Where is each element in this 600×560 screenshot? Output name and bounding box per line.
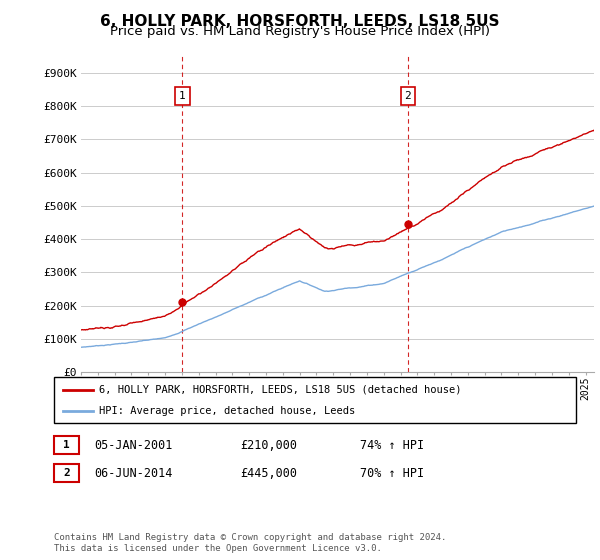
Text: 6, HOLLY PARK, HORSFORTH, LEEDS, LS18 5US (detached house): 6, HOLLY PARK, HORSFORTH, LEEDS, LS18 5U… (99, 385, 461, 395)
Text: Price paid vs. HM Land Registry's House Price Index (HPI): Price paid vs. HM Land Registry's House … (110, 25, 490, 38)
Text: 2: 2 (404, 91, 411, 101)
Text: Contains HM Land Registry data © Crown copyright and database right 2024.
This d: Contains HM Land Registry data © Crown c… (54, 533, 446, 553)
Text: HPI: Average price, detached house, Leeds: HPI: Average price, detached house, Leed… (99, 407, 355, 416)
Text: 1: 1 (63, 440, 70, 450)
Text: £210,000: £210,000 (240, 438, 297, 452)
Text: 05-JAN-2001: 05-JAN-2001 (94, 438, 173, 452)
Text: 06-JUN-2014: 06-JUN-2014 (94, 466, 173, 480)
Text: 2: 2 (63, 468, 70, 478)
Text: £445,000: £445,000 (240, 466, 297, 480)
Text: 6, HOLLY PARK, HORSFORTH, LEEDS, LS18 5US: 6, HOLLY PARK, HORSFORTH, LEEDS, LS18 5U… (100, 14, 500, 29)
Text: 70% ↑ HPI: 70% ↑ HPI (360, 466, 424, 480)
Text: 1: 1 (179, 91, 186, 101)
Text: 74% ↑ HPI: 74% ↑ HPI (360, 438, 424, 452)
